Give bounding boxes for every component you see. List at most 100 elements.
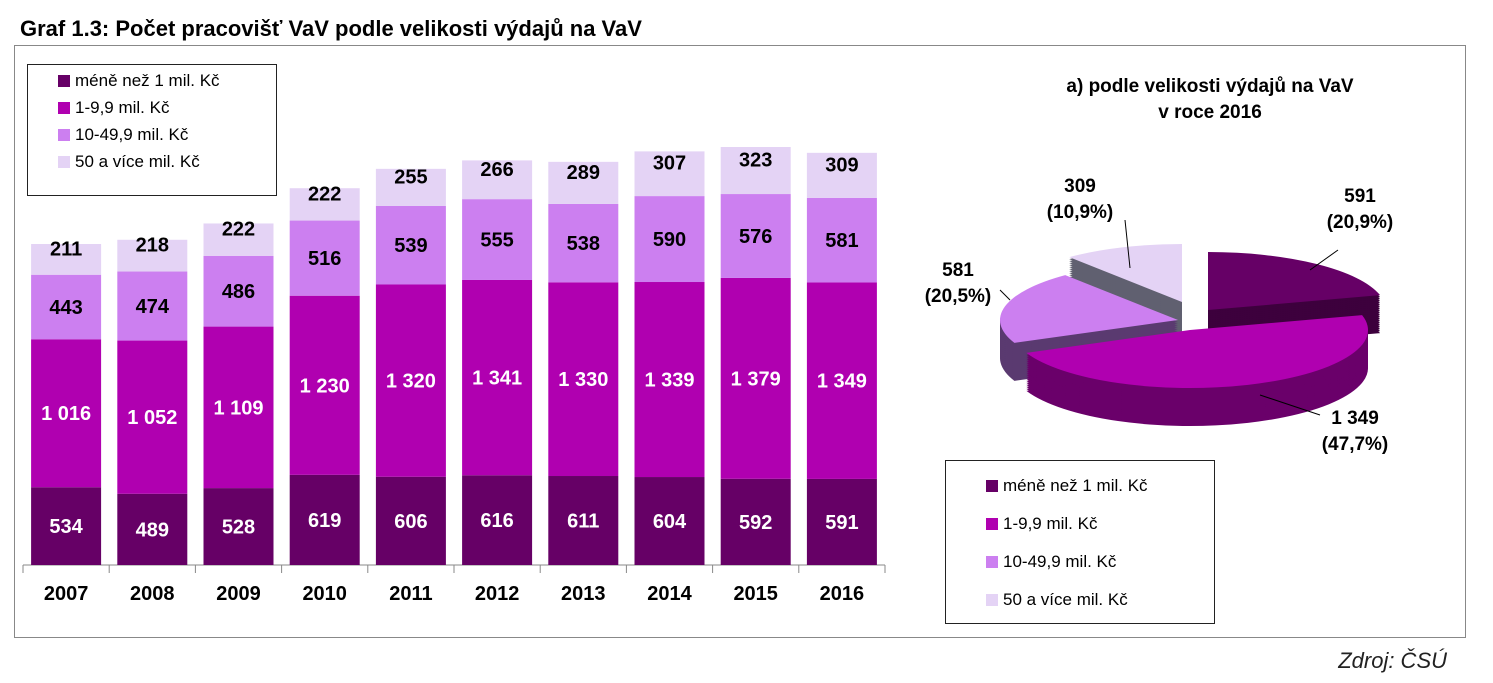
- bar-segment: [117, 239, 188, 272]
- leader-line: [1124, 219, 1131, 269]
- bar-segment: [289, 295, 360, 475]
- legend-label: 1-9,9 mil. Kč: [1003, 514, 1098, 533]
- bar-segment: [720, 147, 791, 195]
- legend-item: 10-49,9 mil. Kč: [58, 121, 276, 148]
- legend-item: 50 a více mil. Kč: [58, 148, 276, 175]
- data-label: 534: [49, 516, 83, 538]
- bar-segment: [720, 194, 791, 278]
- data-label: 266: [480, 159, 513, 181]
- legend-item: 10-49,9 mil. Kč: [986, 543, 1214, 581]
- bar-segment: [289, 220, 360, 296]
- data-label: 255: [394, 166, 427, 188]
- bar-segment: [375, 168, 446, 206]
- legend-swatch: [986, 480, 998, 492]
- bar-segment: [203, 255, 274, 327]
- bar-segment: [117, 271, 188, 341]
- data-label: 555: [480, 230, 513, 252]
- bar-segment: [203, 488, 274, 565]
- data-label: 591: [825, 512, 858, 534]
- x-tick-label: 2012: [475, 583, 520, 605]
- data-label: 619: [308, 510, 341, 532]
- bar-segment: [462, 160, 533, 200]
- pie-title: a) podle velikosti výdajů na VaV v roce …: [1010, 74, 1410, 126]
- bar-segment: [806, 197, 877, 283]
- bar-segment: [203, 223, 274, 256]
- legend-item: 1-9,9 mil. Kč: [986, 505, 1214, 543]
- pie-pct-label: (47,7%): [1322, 434, 1389, 455]
- bar-segment: [462, 279, 533, 476]
- bar-segment: [117, 493, 188, 565]
- legend-label: méně než 1 mil. Kč: [75, 70, 220, 90]
- bar-segment: [548, 476, 619, 565]
- bar-segment: [806, 282, 877, 479]
- bar-segment: [634, 151, 705, 197]
- x-tick-label: 2015: [733, 583, 778, 605]
- data-label: 218: [136, 235, 169, 257]
- chart-frame: [14, 45, 1466, 638]
- pie-title-line1: a) podle velikosti výdajů na VaV: [1066, 76, 1354, 97]
- bar-segment: [375, 205, 446, 285]
- legend-item: 50 a více mil. Kč: [986, 581, 1214, 619]
- data-label: 1 379: [731, 368, 781, 390]
- pie-legend: méně než 1 mil. Kč 1-9,9 mil. Kč 10-49,9…: [945, 460, 1215, 624]
- x-tick-label: 2011: [389, 583, 432, 605]
- pie-slice: [1069, 244, 1182, 340]
- legend-swatch: [58, 74, 70, 87]
- bar-segment: [31, 243, 102, 275]
- data-label: 323: [739, 150, 772, 172]
- bar-segment: [806, 478, 877, 565]
- bar-segment: [548, 282, 619, 477]
- data-label: 616: [480, 510, 513, 532]
- bar-segment: [720, 478, 791, 565]
- x-tick-label: 2010: [302, 583, 347, 605]
- legend-label: 50 a více mil. Kč: [75, 151, 200, 171]
- data-label: 1 330: [558, 369, 608, 391]
- leader-line: [999, 289, 1011, 301]
- legend-label: 50 a více mil. Kč: [1003, 590, 1128, 609]
- x-tick-label: 2014: [647, 583, 692, 605]
- bar-segment: [634, 282, 705, 478]
- pie-pct-label: (20,9%): [1327, 212, 1394, 233]
- data-label: 1 341: [472, 368, 522, 390]
- pie-slice: [1026, 315, 1368, 426]
- pie-value-label: 1 349: [1331, 408, 1379, 429]
- data-label: 222: [222, 219, 255, 241]
- bar-segment: [31, 274, 102, 340]
- data-label: 604: [653, 511, 687, 533]
- x-tick-label: 2007: [44, 583, 89, 605]
- data-label: 581: [825, 230, 858, 252]
- data-label: 539: [394, 235, 427, 257]
- bar-segment: [634, 477, 705, 565]
- bar-segment: [548, 203, 619, 283]
- legend-swatch: [58, 155, 70, 168]
- pie-pct-label: (10,9%): [1047, 202, 1114, 223]
- data-label: 611: [567, 511, 599, 533]
- data-label: 1 320: [386, 371, 436, 393]
- data-label: 307: [653, 153, 686, 175]
- bar-segment: [31, 339, 102, 488]
- data-label: 528: [222, 517, 255, 539]
- x-tick-label: 2008: [130, 583, 175, 605]
- bar-segment: [289, 474, 360, 565]
- pie-value-label: 309: [1064, 176, 1096, 197]
- data-label: 576: [739, 226, 772, 248]
- source-note: Zdroj: ČSÚ: [1338, 648, 1447, 673]
- bar-segment: [375, 284, 446, 477]
- legend-label: méně než 1 mil. Kč: [1003, 476, 1148, 495]
- legend-swatch: [986, 556, 998, 568]
- data-label: 1 052: [127, 407, 177, 429]
- x-tick-label: 2009: [216, 583, 261, 605]
- bar-segment: [203, 326, 274, 489]
- legend-swatch: [58, 128, 70, 141]
- data-label: 606: [394, 511, 427, 533]
- data-label: 1 339: [644, 370, 694, 392]
- legend-label: 1-9,9 mil. Kč: [75, 97, 170, 117]
- bar-segment: [31, 487, 102, 565]
- legend-item: méně než 1 mil. Kč: [58, 67, 276, 94]
- pie-pct-label: (20,5%): [925, 286, 992, 307]
- legend-label: 10-49,9 mil. Kč: [75, 124, 189, 144]
- pie-value-label: 581: [942, 260, 974, 281]
- data-label: 443: [49, 297, 82, 319]
- bar-segment: [634, 196, 705, 283]
- legend-item: 1-9,9 mil. Kč: [58, 94, 276, 121]
